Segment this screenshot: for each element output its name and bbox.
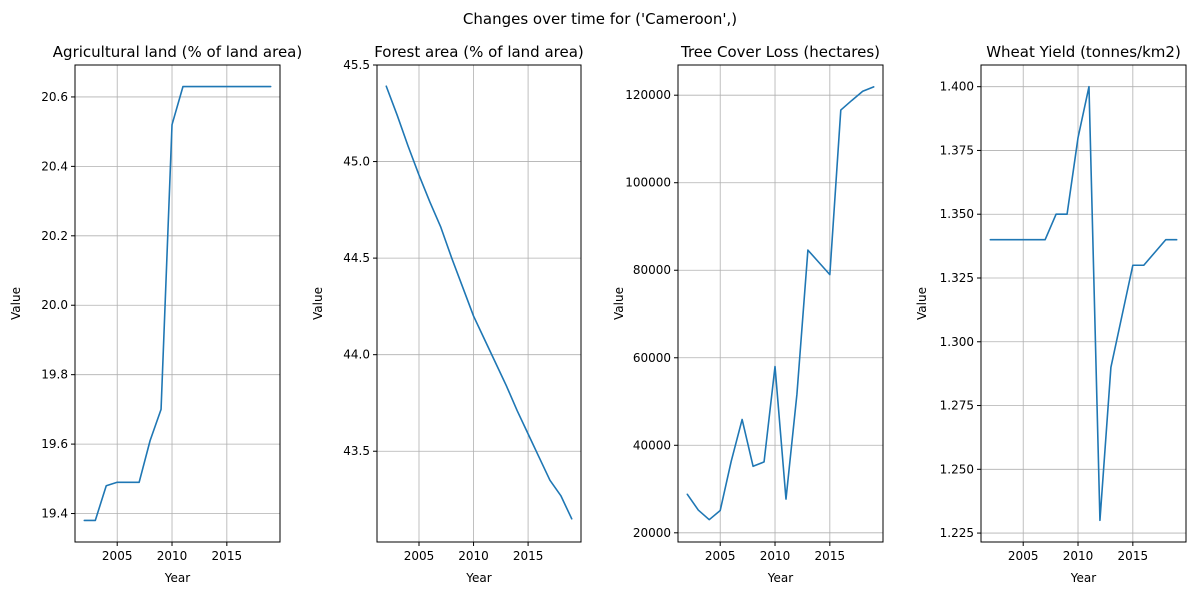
y-tick-label: 44.5 xyxy=(343,251,370,265)
x-axis-label: Year xyxy=(767,571,793,585)
x-tick-label: 2010 xyxy=(458,549,489,563)
y-tick-label: 120000 xyxy=(625,88,671,102)
x-tick-label: 2005 xyxy=(1008,549,1039,563)
y-tick-label: 60000 xyxy=(633,351,671,365)
y-tick-label: 1.275 xyxy=(940,399,974,413)
y-tick-label: 100000 xyxy=(625,176,671,190)
figure-title: Changes over time for ('Cameroon',) xyxy=(463,10,737,28)
y-tick-label: 20.4 xyxy=(41,159,68,173)
series-line xyxy=(989,85,1178,522)
x-tick-label: 2015 xyxy=(1118,549,1149,563)
subplot-title: Wheat Yield (tonnes/km2) xyxy=(986,43,1181,61)
y-tick-label: 1.225 xyxy=(940,526,974,540)
y-tick-label: 40000 xyxy=(633,438,671,452)
y-tick-label: 19.4 xyxy=(41,507,68,521)
subplot-1: 2005 2010 2015 19.4 19.6 19.8 20.0 20.2 20.4 20.6… xyxy=(9,43,302,585)
x-axis-label: Year xyxy=(164,571,190,585)
y-tick-label: 20.0 xyxy=(41,298,68,312)
x-tick-label: 2005 xyxy=(102,549,133,563)
x-tick-label: 2015 xyxy=(212,549,243,563)
y-tick-label: 1.250 xyxy=(940,462,974,476)
y-tick-label: 1.350 xyxy=(940,207,974,221)
x-tick-label: 2015 xyxy=(513,549,544,563)
axes-frame xyxy=(677,64,884,543)
subplot-title: Agricultural land (% of land area) xyxy=(53,43,302,61)
x-tick-label: 2005 xyxy=(404,549,435,563)
series-line xyxy=(686,86,875,521)
y-tick-label: 20000 xyxy=(633,526,671,540)
subplot-3: 2005 2010 2015 20000 40000 60000 80000 100000 12… xyxy=(612,43,884,585)
y-tick-label: 1.375 xyxy=(940,143,974,157)
y-tick-label: 19.6 xyxy=(41,437,68,451)
y-tick-label: 20.6 xyxy=(41,90,68,104)
y-tick-label: 44.0 xyxy=(343,348,370,362)
subplot-title: Forest area (% of land area) xyxy=(374,43,584,61)
x-axis-label: Year xyxy=(465,571,491,585)
series-line xyxy=(385,85,573,520)
y-tick-label: 20.2 xyxy=(41,229,68,243)
y-axis-label: Value xyxy=(9,287,23,320)
axes-frame xyxy=(74,64,281,543)
y-tick-label: 45.5 xyxy=(343,58,370,72)
subplots: 2005 2010 2015 19.4 19.6 19.8 20.0 20.2 20.4 20.6… xyxy=(9,43,1187,585)
y-tick-label: 19.8 xyxy=(41,368,68,382)
subplot-4: 2005 2010 2015 1.225 1.250 1.275 1.300 1.325 1.3… xyxy=(915,43,1187,585)
x-tick-label: 2015 xyxy=(815,549,846,563)
y-tick-label: 1.325 xyxy=(940,271,974,285)
axes-frame xyxy=(376,64,582,543)
y-axis-label: Value xyxy=(311,287,325,320)
y-tick-label: 1.300 xyxy=(940,335,974,349)
x-tick-label: 2010 xyxy=(157,549,188,563)
y-axis-label: Value xyxy=(612,287,626,320)
x-tick-label: 2005 xyxy=(705,549,736,563)
x-tick-label: 2010 xyxy=(1063,549,1094,563)
y-tick-label: 45.0 xyxy=(343,155,370,169)
series-line xyxy=(83,85,272,522)
y-tick-label: 80000 xyxy=(633,263,671,277)
x-tick-label: 2010 xyxy=(760,549,791,563)
x-axis-label: Year xyxy=(1070,571,1096,585)
y-tick-label: 43.5 xyxy=(343,444,370,458)
subplot-title: Tree Cover Loss (hectares) xyxy=(680,43,880,61)
y-tick-label: 1.400 xyxy=(940,80,974,94)
axes-frame xyxy=(980,64,1187,543)
subplot-2: 2005 2010 2015 43.5 44.0 44.5 45.0 45.5 Forest a… xyxy=(311,43,584,585)
y-axis-label: Value xyxy=(915,287,929,320)
